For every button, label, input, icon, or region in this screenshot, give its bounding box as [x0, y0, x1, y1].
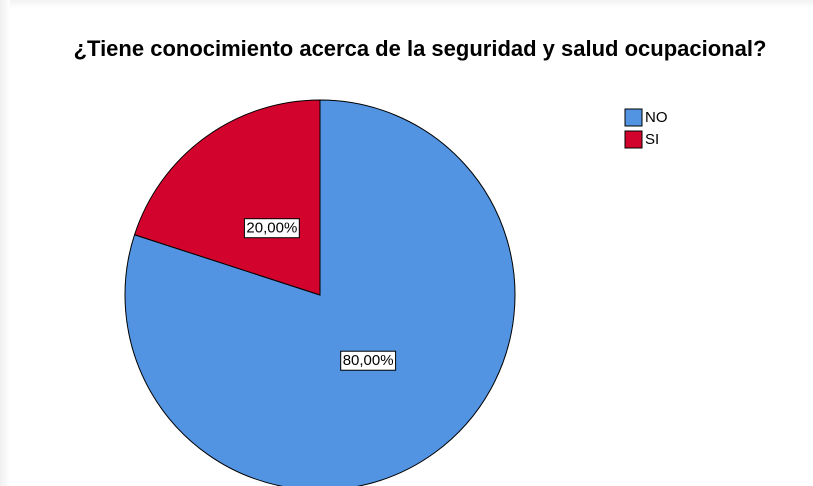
- legend-label: NO: [645, 109, 668, 126]
- frame-edge: [0, 0, 813, 8]
- data-label-box: [243, 218, 300, 239]
- data-label-box: [340, 350, 397, 371]
- chart-title: ¿Tiene conocimiento acerca de la segurid…: [73, 36, 767, 61]
- legend-swatch: [624, 108, 643, 127]
- pie-slice: [133, 99, 321, 296]
- data-label: 80,00%: [340, 350, 397, 371]
- frame-edge: [0, 0, 10, 486]
- data-label-text: 20,00%: [246, 220, 297, 237]
- legend-swatch: [624, 130, 643, 149]
- data-label: 20,00%: [243, 218, 300, 239]
- pie-slice: [124, 99, 516, 486]
- legend-label: SI: [645, 131, 659, 148]
- data-label-text: 80,00%: [343, 352, 394, 369]
